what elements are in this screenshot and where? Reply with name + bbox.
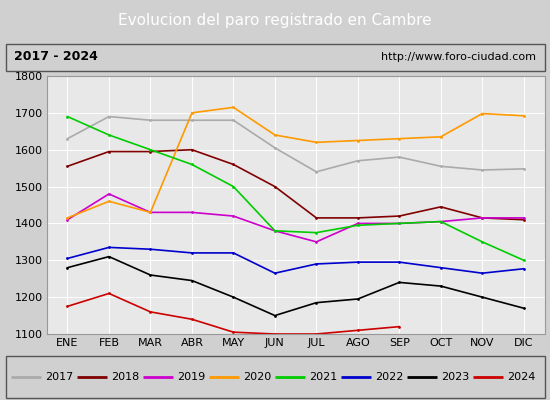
- Text: 2024: 2024: [507, 372, 536, 382]
- Text: 2021: 2021: [309, 372, 337, 382]
- FancyBboxPatch shape: [6, 44, 544, 70]
- Text: 2017: 2017: [45, 372, 73, 382]
- Text: 2023: 2023: [441, 372, 469, 382]
- Text: Evolucion del paro registrado en Cambre: Evolucion del paro registrado en Cambre: [118, 14, 432, 28]
- Text: 2017 - 2024: 2017 - 2024: [14, 50, 98, 64]
- Text: 2020: 2020: [243, 372, 271, 382]
- Text: http://www.foro-ciudad.com: http://www.foro-ciudad.com: [381, 52, 536, 62]
- Text: 2019: 2019: [177, 372, 205, 382]
- Text: 2022: 2022: [375, 372, 404, 382]
- Text: 2018: 2018: [111, 372, 139, 382]
- FancyBboxPatch shape: [6, 356, 544, 398]
